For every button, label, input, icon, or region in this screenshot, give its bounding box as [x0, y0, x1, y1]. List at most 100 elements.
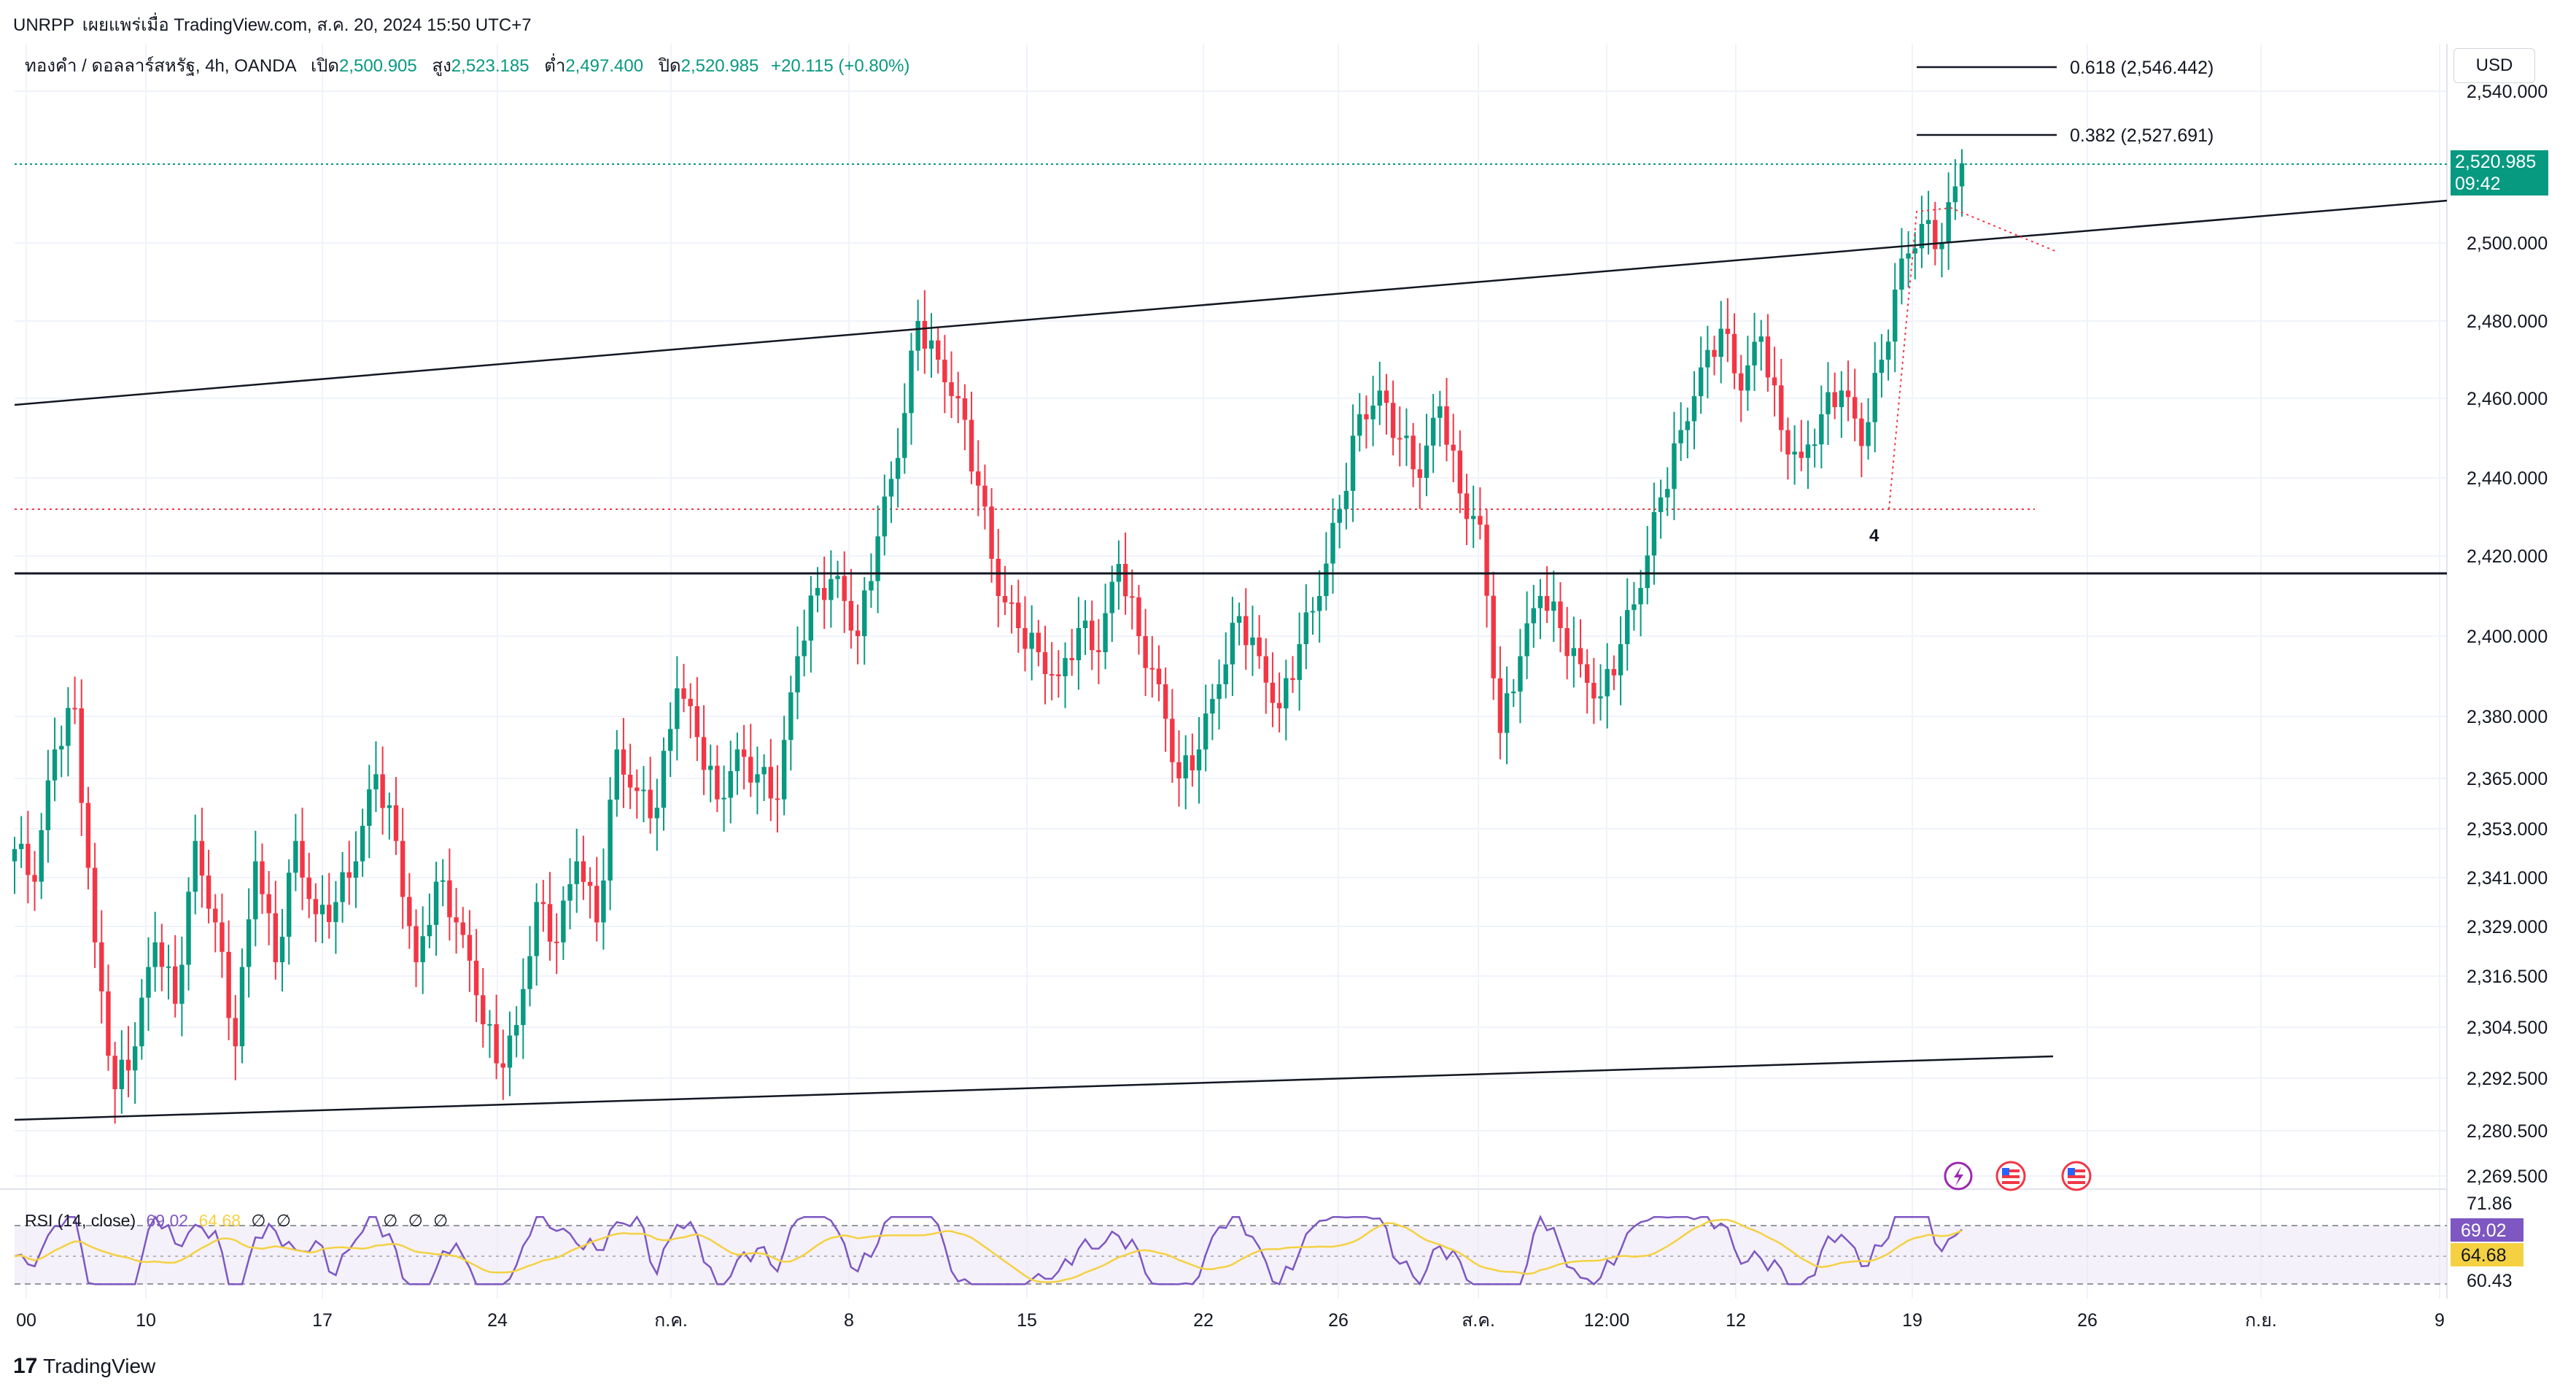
candle-up [1377, 361, 1382, 425]
rsi-ma-line [14, 1218, 1963, 1283]
wave-4-label: 4 [1869, 526, 1879, 546]
candle-up [1223, 632, 1228, 699]
flash-event-icon[interactable] [1944, 1161, 1973, 1191]
candle-up [333, 881, 338, 954]
candle-up [1571, 616, 1577, 688]
tv-logo-icon: 17 [13, 1354, 38, 1378]
candle-up [152, 911, 158, 992]
candle-down [635, 769, 640, 819]
candle-down [1190, 733, 1195, 787]
time-axis-label: ก.ย. [2245, 1310, 2277, 1331]
candle-up [1518, 629, 1523, 724]
rsi-legend[interactable]: RSI (14, close) 69.02 64.68 ∅ ∅ ∅ ∅ ∅ [25, 1211, 448, 1231]
tradingview-logo[interactable]: 17 TradingView [13, 1354, 155, 1379]
time-axis-label: 9 [2435, 1310, 2445, 1331]
candle-up [1698, 336, 1704, 414]
candle-up [1063, 642, 1068, 708]
publisher-name[interactable]: UNRPP [13, 15, 75, 35]
candle-down [172, 935, 178, 1018]
candle-up [340, 852, 345, 923]
candle-down [1056, 650, 1061, 698]
candle-up [902, 383, 907, 474]
time-axis-label: 8 [844, 1310, 854, 1331]
candle-up [1839, 371, 1844, 438]
candle-down [1785, 417, 1791, 480]
candle-down [494, 994, 499, 1080]
candle-down [1544, 566, 1550, 624]
candle-up [1217, 659, 1222, 730]
candle-up [1812, 428, 1817, 468]
candle-up [1819, 385, 1824, 469]
candle-up [667, 702, 673, 778]
candle-down [125, 1026, 131, 1098]
rsi-na-5: ∅ [433, 1211, 449, 1230]
candle-down [715, 745, 720, 813]
candle-up [146, 937, 151, 1031]
candle-down [1712, 336, 1717, 376]
candle-up [708, 744, 713, 802]
candle-up [279, 908, 285, 992]
rsi-band [15, 1226, 2447, 1284]
candle-down [300, 808, 305, 910]
candle-down [681, 664, 686, 713]
candle-down [226, 920, 231, 1040]
candle-up [1330, 498, 1335, 594]
rsi-ma-tag-text: 64.68 [2461, 1245, 2507, 1266]
candle-up [1424, 414, 1429, 497]
candle-down [233, 994, 238, 1080]
candle-down [855, 604, 861, 665]
candle-up [1919, 196, 1925, 268]
candle-down [969, 391, 974, 484]
rsi-value-tag [2451, 1218, 2523, 1242]
candle-up [882, 474, 887, 556]
candle-up [52, 717, 58, 802]
candle-up [1524, 591, 1529, 679]
candle-up [1537, 579, 1543, 640]
candle-up [781, 716, 787, 816]
candle-up [1370, 376, 1376, 446]
candle-up [1899, 228, 1904, 305]
candle-down [1491, 571, 1496, 700]
candle-up [1885, 329, 1891, 381]
rsi-scale-bottom: 60.43 [2467, 1271, 2513, 1291]
candle-down [1009, 585, 1015, 634]
candle-up [835, 560, 840, 598]
candle-up [808, 576, 814, 673]
candle-up [487, 1010, 492, 1059]
rsi-title: RSI (14, close) [25, 1211, 136, 1230]
symbol-legend[interactable]: ทองคำ / ดอลลาร์สหรัฐ, 4h, OANDA เปิด2,50… [25, 51, 909, 80]
candle-down [1136, 584, 1141, 655]
wave-sketch[interactable] [1888, 206, 2057, 510]
candle-down [1484, 508, 1489, 628]
candle-down [273, 881, 279, 980]
candle-down [1739, 355, 1744, 422]
candle-down [79, 679, 84, 836]
grid-lines [15, 44, 2447, 1299]
candle-down [447, 848, 452, 941]
candle-down [414, 909, 419, 988]
price-axis-label: 2,365.000 [2467, 769, 2548, 789]
high-label: สูง [432, 56, 451, 76]
candle-up [1672, 411, 1677, 521]
currency-button[interactable]: USD [2453, 48, 2535, 83]
candle-down [220, 893, 225, 978]
candle-down [1276, 672, 1282, 732]
candle-down [1765, 314, 1771, 392]
candle-down [1090, 600, 1095, 670]
us-flag-event-icon-2[interactable] [2061, 1161, 2092, 1191]
candle-up [1866, 398, 1871, 460]
upper-channel-line[interactable] [14, 199, 2448, 406]
candle-up [513, 1006, 519, 1058]
time-axis-label: 17 [312, 1310, 333, 1331]
lower-channel-line[interactable] [14, 1055, 2054, 1121]
candle-up [1210, 684, 1215, 740]
candle-down [159, 924, 165, 991]
candle-down [848, 568, 854, 649]
rsi-ma-tag [2451, 1243, 2523, 1266]
candle-down [821, 556, 827, 630]
candle-up [1404, 408, 1409, 466]
us-flag-event-icon[interactable] [1995, 1161, 2026, 1191]
candle-down [1564, 607, 1570, 680]
candle-down [1130, 569, 1135, 630]
